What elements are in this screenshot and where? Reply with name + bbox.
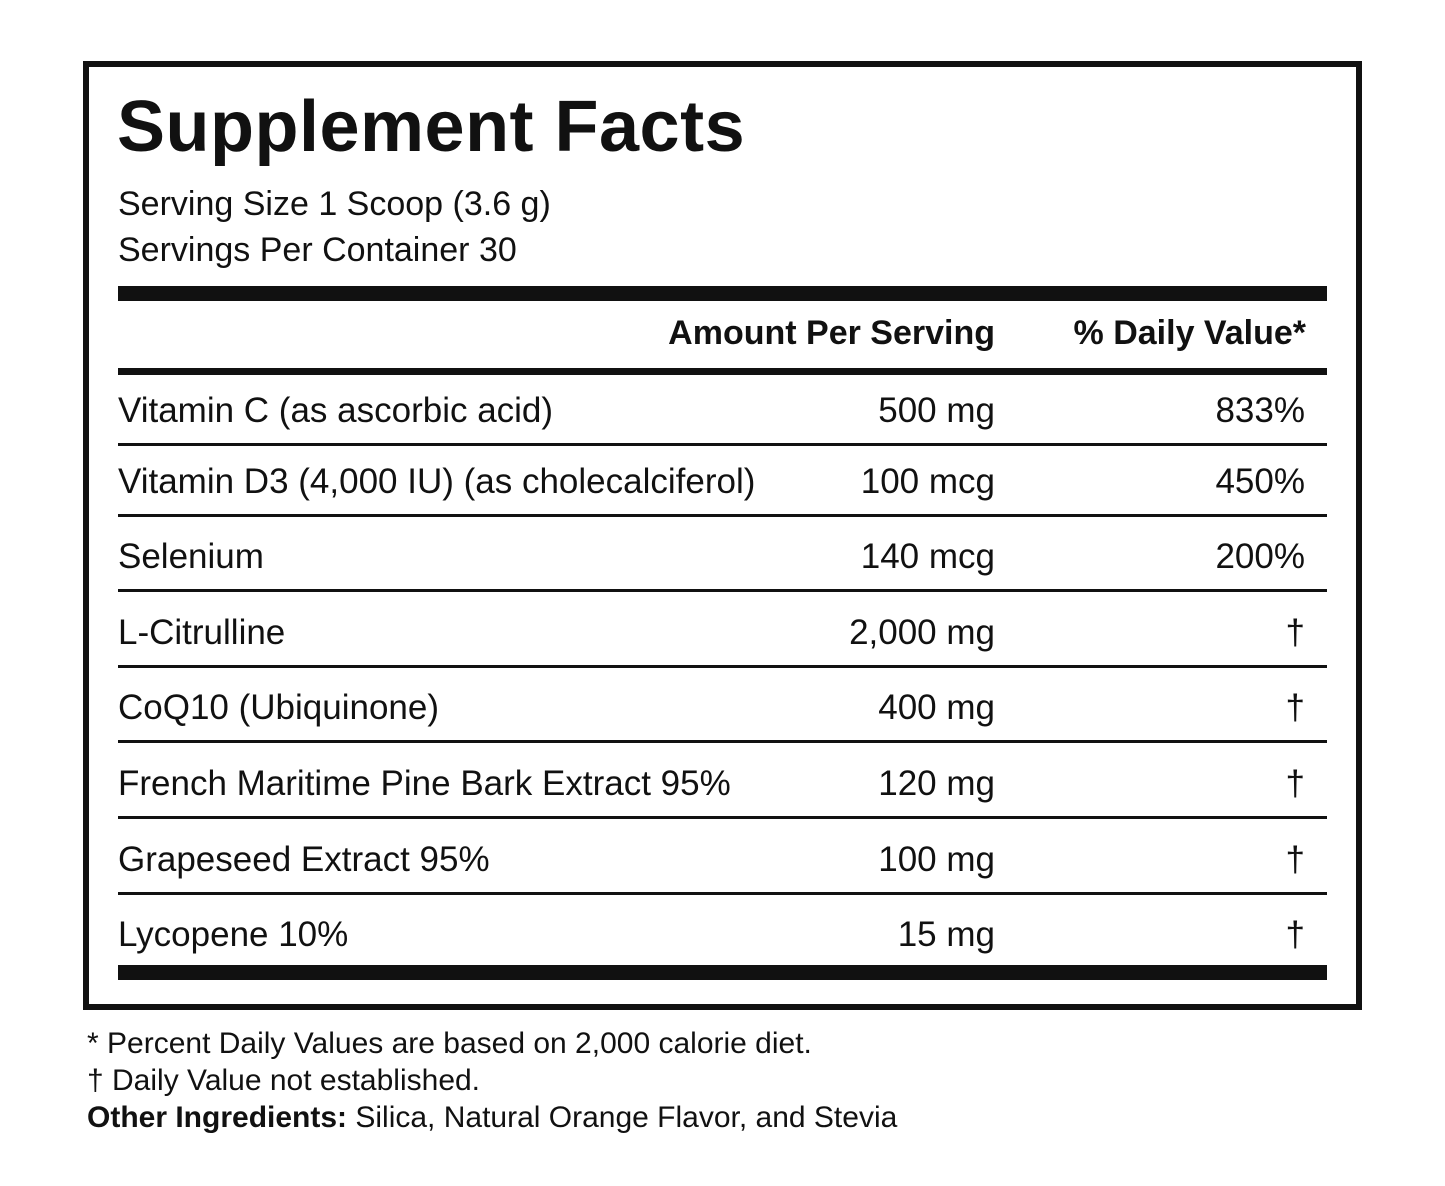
nutrient-name: French Maritime Pine Bark Extract 95% bbox=[118, 764, 731, 803]
row-divider bbox=[118, 892, 1327, 895]
nutrient-daily-value: † bbox=[1285, 613, 1305, 652]
supplement-facts-panel bbox=[83, 61, 1362, 1010]
nutrient-daily-value: † bbox=[1285, 840, 1305, 879]
nutrient-daily-value: 200% bbox=[1215, 537, 1305, 576]
nutrient-daily-value: 450% bbox=[1215, 462, 1305, 501]
nutrient-daily-value: † bbox=[1285, 688, 1305, 727]
other-ingredients-label: Other Ingredients: bbox=[87, 1101, 348, 1134]
nutrient-daily-value: 833% bbox=[1215, 391, 1305, 430]
amount-header: Amount Per Serving bbox=[668, 314, 995, 352]
nutrient-row: Grapeseed Extract 95% 100 mg † bbox=[118, 824, 1327, 896]
row-divider bbox=[118, 740, 1327, 743]
nutrient-name: Selenium bbox=[118, 537, 264, 576]
row-divider bbox=[118, 589, 1327, 592]
other-ingredients: Other Ingredients: Silica, Natural Orang… bbox=[87, 1101, 897, 1135]
nutrient-daily-value: † bbox=[1285, 764, 1305, 803]
nutrient-row: CoQ10 (Ubiquinone) 400 mg † bbox=[118, 672, 1327, 744]
row-divider bbox=[118, 816, 1327, 819]
nutrient-amount: 500 mg bbox=[878, 391, 995, 430]
nutrient-name: CoQ10 (Ubiquinone) bbox=[118, 688, 440, 727]
daily-value-header: % Daily Value* bbox=[1073, 314, 1306, 352]
nutrient-name: Grapeseed Extract 95% bbox=[118, 840, 490, 879]
nutrient-amount: 100 mg bbox=[878, 840, 995, 879]
other-ingredients-value: Silica, Natural Orange Flavor, and Stevi… bbox=[347, 1101, 898, 1134]
thick-divider-bottom bbox=[118, 965, 1327, 980]
nutrient-row: French Maritime Pine Bark Extract 95% 12… bbox=[118, 748, 1327, 820]
nutrient-row: Lycopene 10% 15 mg † bbox=[118, 899, 1327, 971]
nutrient-row: Vitamin C (as ascorbic acid) 500 mg 833% bbox=[118, 375, 1327, 447]
nutrient-name: Vitamin C (as ascorbic acid) bbox=[118, 391, 554, 430]
header-divider bbox=[118, 368, 1327, 375]
row-divider bbox=[118, 514, 1327, 517]
nutrient-amount: 120 mg bbox=[878, 764, 995, 803]
nutrient-name: Lycopene 10% bbox=[118, 915, 349, 954]
nutrient-name: L-Citrulline bbox=[118, 613, 286, 652]
servings-per-container: Servings Per Container 30 bbox=[118, 231, 517, 269]
nutrient-amount: 15 mg bbox=[897, 915, 995, 954]
nutrient-row: L-Citrulline 2,000 mg † bbox=[118, 597, 1327, 669]
footnote-dagger: † Daily Value not established. bbox=[87, 1064, 481, 1097]
nutrient-row: Selenium 140 mcg 200% bbox=[118, 521, 1327, 593]
nutrient-amount: 400 mg bbox=[878, 688, 995, 727]
row-divider bbox=[118, 665, 1327, 668]
nutrient-amount: 100 mcg bbox=[860, 462, 995, 501]
row-divider bbox=[118, 443, 1327, 446]
footnote-percent: * Percent Daily Values are based on 2,00… bbox=[87, 1027, 812, 1060]
nutrient-amount: 140 mcg bbox=[860, 537, 995, 576]
thick-divider bbox=[118, 286, 1327, 301]
nutrient-name: Vitamin D3 (4,000 IU) (as cholecalcifero… bbox=[118, 462, 756, 501]
panel-title: Supplement Facts bbox=[117, 87, 746, 167]
nutrient-daily-value: † bbox=[1285, 915, 1305, 954]
nutrient-amount: 2,000 mg bbox=[849, 613, 995, 652]
serving-size: Serving Size 1 Scoop (3.6 g) bbox=[118, 185, 551, 223]
nutrient-row: Vitamin D3 (4,000 IU) (as cholecalcifero… bbox=[118, 446, 1327, 518]
